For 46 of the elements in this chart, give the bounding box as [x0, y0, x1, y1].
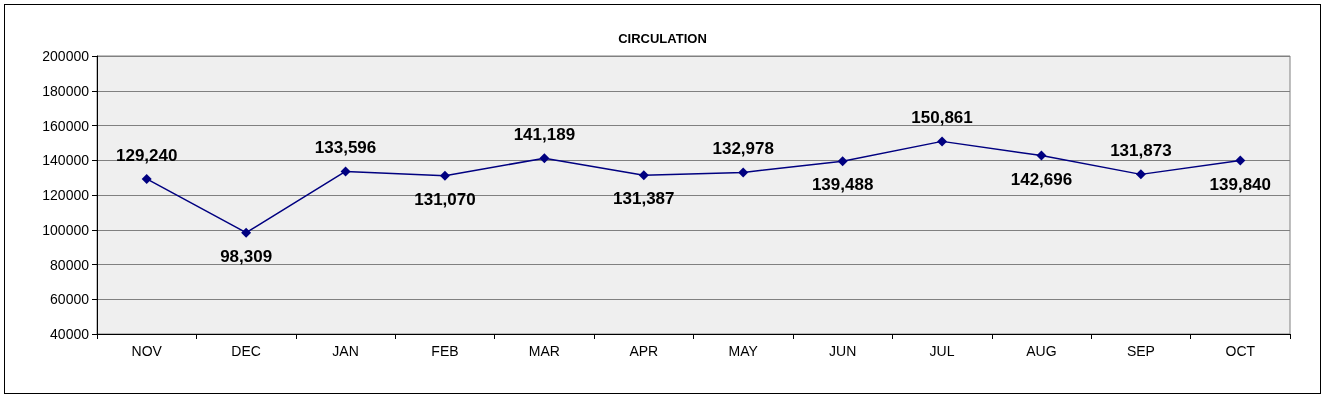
- point: [439, 170, 450, 181]
- point: [937, 136, 948, 147]
- data-label: 133,596: [314, 138, 377, 158]
- point: [638, 170, 649, 181]
- y-tick-label: 80000: [50, 256, 90, 273]
- data-label: 131,387: [613, 189, 675, 209]
- point: [241, 227, 252, 238]
- x-tick-label: APR: [629, 343, 659, 359]
- data-label: 141,189: [513, 125, 576, 145]
- y-tick-label: 140000: [42, 152, 90, 169]
- y-tick-label: 60000: [50, 291, 90, 308]
- data-label: 150,861: [911, 108, 973, 128]
- x-tick-label: OCT: [1225, 343, 1256, 359]
- x-tick-label: MAR: [528, 343, 560, 359]
- y-tick-label: 160000: [42, 117, 90, 134]
- data-label: 131,873: [1110, 141, 1172, 161]
- data-label: 132,978: [712, 139, 774, 159]
- y-tick-label: 200000: [42, 48, 90, 64]
- point: [837, 156, 848, 167]
- y-tick-label: 40000: [50, 326, 90, 342]
- data-label: 142,696: [1010, 169, 1073, 189]
- point: [539, 153, 550, 164]
- data-label: 98,309: [220, 246, 273, 266]
- point: [1235, 155, 1246, 166]
- point: [141, 173, 152, 184]
- x-tick-label: MAY: [728, 343, 759, 359]
- point: [1036, 150, 1047, 161]
- x-tick-label: JUL: [929, 343, 955, 359]
- point: [738, 167, 749, 178]
- y-tick-label: 120000: [42, 187, 90, 203]
- data-label: 139,840: [1209, 174, 1272, 194]
- x-tick-label: JAN: [332, 343, 359, 359]
- chart-title: CIRCULATION: [618, 31, 707, 46]
- y-tick-label: 180000: [42, 82, 90, 99]
- data-label: 131,070: [414, 189, 476, 209]
- data-label: 139,488: [811, 175, 874, 195]
- x-tick-label: AUG: [1026, 343, 1057, 359]
- x-tick-label: JUN: [829, 343, 857, 359]
- x-tick-label: SEP: [1126, 343, 1155, 359]
- point: [1135, 169, 1146, 180]
- x-tick-label: DEC: [231, 343, 261, 359]
- data-label: 129,240: [115, 145, 178, 165]
- y-tick-label: 100000: [42, 221, 90, 238]
- point: [340, 166, 351, 177]
- x-tick-label: NOV: [131, 343, 163, 359]
- x-tick-label: FEB: [431, 343, 459, 359]
